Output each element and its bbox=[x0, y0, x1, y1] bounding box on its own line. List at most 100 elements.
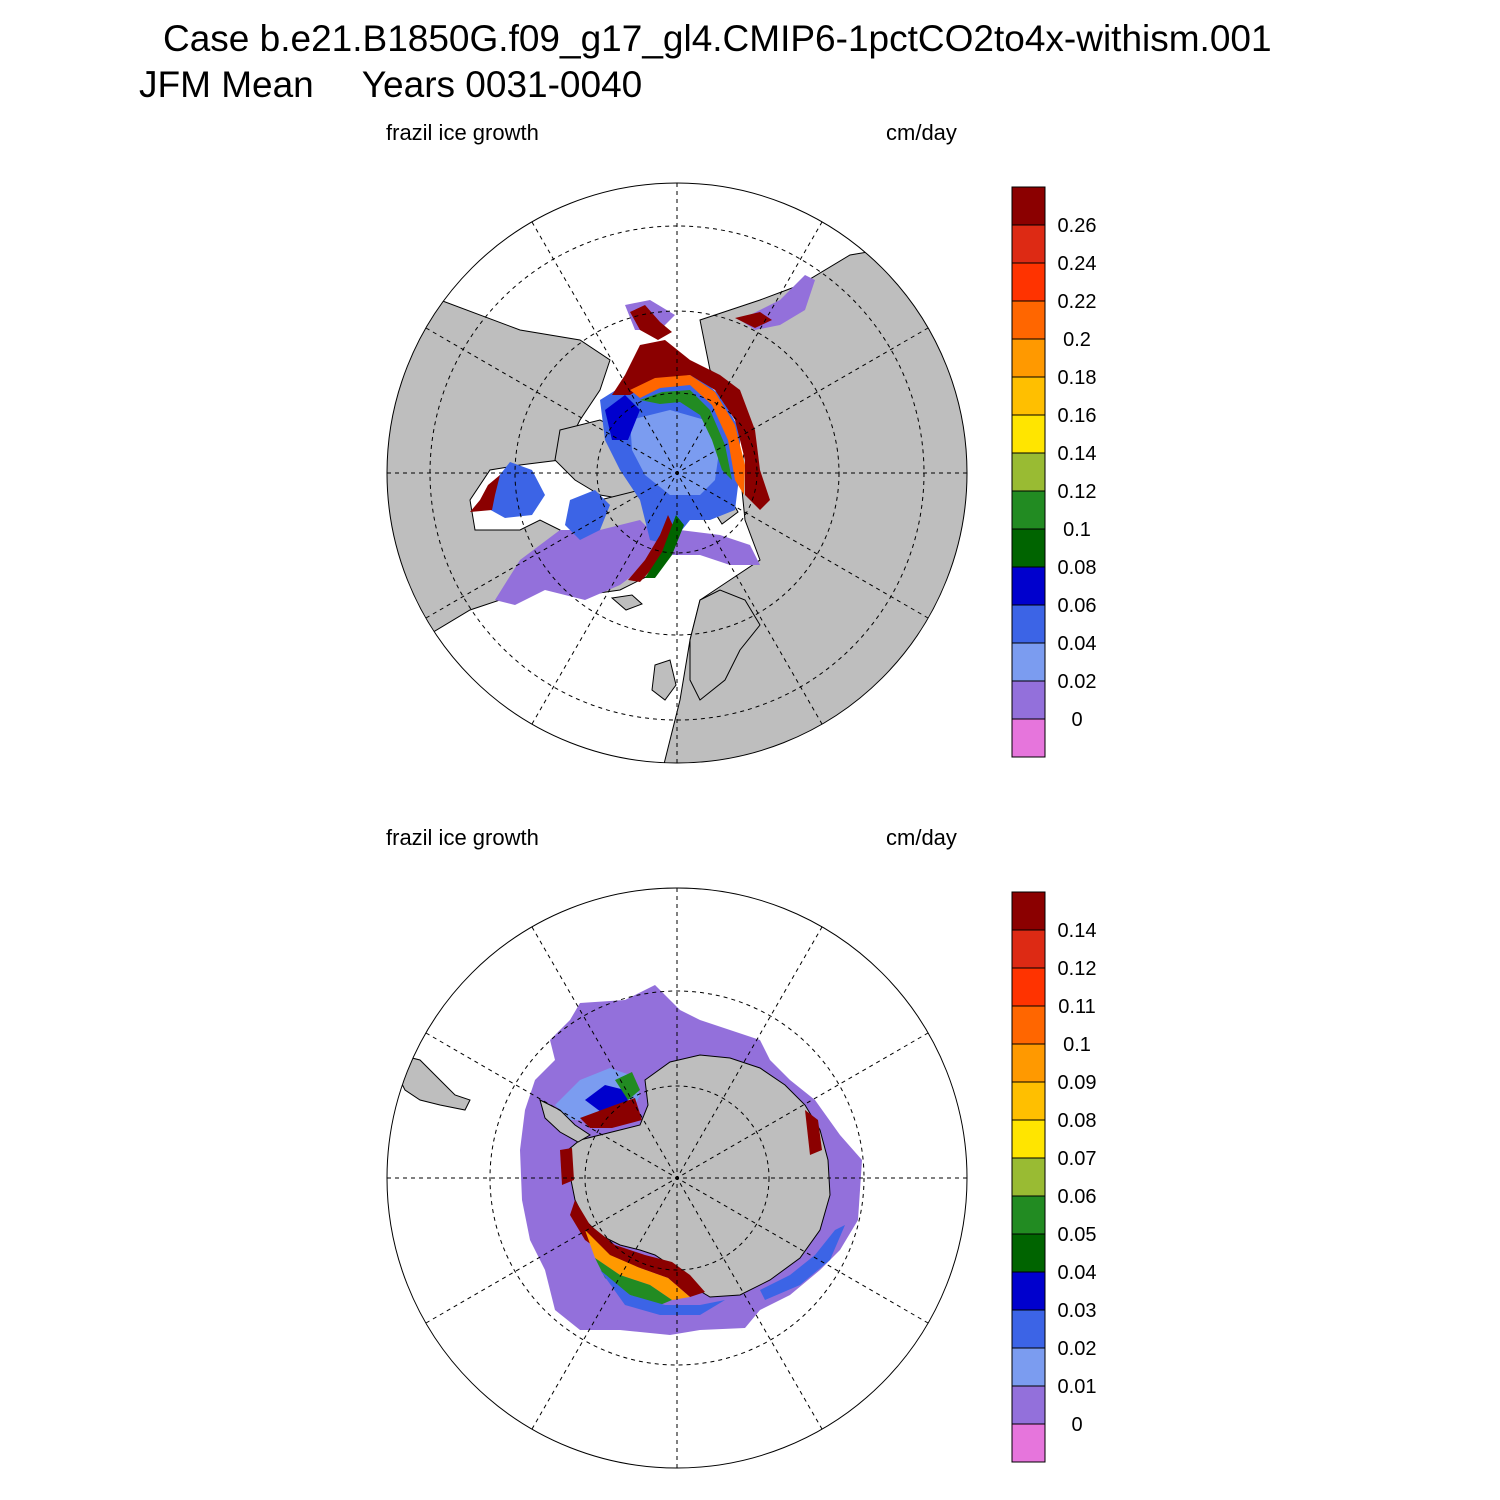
south-ice-ross-sea-green bbox=[595, 1258, 672, 1305]
south-colorbar-box-0 bbox=[1011, 891, 1046, 931]
south-ice-east-coast-rim bbox=[805, 1110, 822, 1155]
south-colorbar-box-11 bbox=[1011, 1309, 1046, 1349]
south-colorbar-tick-label: 0.02 bbox=[1058, 1338, 1097, 1360]
north-colorbar-box-2 bbox=[1011, 262, 1046, 302]
north-colorbar-box-10 bbox=[1011, 566, 1046, 606]
south-colorbar-tick-label: 0.14 bbox=[1058, 920, 1097, 942]
north-colorbar-tick-label: 0.04 bbox=[1058, 633, 1097, 655]
south-colorbar-box-9 bbox=[1011, 1233, 1046, 1273]
north-ice-siberian-shelf-green bbox=[640, 390, 732, 480]
south-colorbar-box-14 bbox=[1011, 1423, 1046, 1463]
north-colorbar-box-12 bbox=[1011, 642, 1046, 682]
north-ice-siberian-shelf-rim bbox=[612, 340, 770, 510]
south-colorbar-box-10 bbox=[1011, 1271, 1046, 1311]
south-ice-ross-sea-orange bbox=[585, 1230, 690, 1300]
south-colorbar-tick-label: 0.06 bbox=[1058, 1186, 1097, 1208]
north-colorbar-box-1 bbox=[1011, 224, 1046, 264]
south-colorbar-tick-label: 0.03 bbox=[1058, 1300, 1097, 1322]
north-colorbar-tick-label: 0.12 bbox=[1058, 481, 1097, 503]
south-colorbar-box-8 bbox=[1011, 1195, 1046, 1235]
south-colorbar-tick-label: 0.12 bbox=[1058, 958, 1097, 980]
south-panel-variable-label: frazil ice growth bbox=[386, 825, 539, 850]
south-colorbar-tick-label: 0.01 bbox=[1058, 1376, 1097, 1398]
south-panel-units-label: cm/day bbox=[886, 825, 957, 850]
south-colorbar-box-13 bbox=[1011, 1385, 1046, 1425]
south-colorbar-tick-label: 0.07 bbox=[1058, 1148, 1097, 1170]
north-colorbar-tick-label: 0.02 bbox=[1058, 671, 1097, 693]
north-colorbar-tick-label: 0.16 bbox=[1058, 405, 1097, 427]
south-colorbar-tick-label: 0.04 bbox=[1058, 1262, 1097, 1284]
north-colorbar-box-4 bbox=[1011, 338, 1046, 378]
season-label: JFM Mean bbox=[139, 64, 314, 105]
south-map-frame bbox=[386, 887, 968, 1469]
south-ice-bellingshausen bbox=[560, 1148, 574, 1185]
north-colorbar-box-8 bbox=[1011, 490, 1046, 530]
figure-title-case: Case b.e21.B1850G.f09_g17_gl4.CMIP6-1pct… bbox=[163, 18, 1272, 59]
north-colorbar-tick-label: 0.18 bbox=[1058, 367, 1097, 389]
south-land-south-america bbox=[394, 1054, 471, 1111]
north-colorbar-tick-label: 0.24 bbox=[1058, 253, 1097, 275]
south-colorbar-box-4 bbox=[1011, 1043, 1046, 1083]
north-colorbar-box-6 bbox=[1011, 414, 1046, 454]
south-land-antarctic-peninsula bbox=[539, 1099, 591, 1143]
north-colorbar: 0.26 0.24 0.22 0.2 0.18 0.16 0.14 0.12 0.1 0.08 0.… bbox=[1011, 186, 1097, 758]
south-ice-east-coast-band bbox=[760, 1225, 845, 1300]
north-ice-hudson-bay-rim bbox=[470, 475, 500, 512]
south-colorbar-tick-label: 0.08 bbox=[1058, 1110, 1097, 1132]
north-panel-units-label: cm/day bbox=[886, 120, 957, 145]
north-ice-greenland-east-green bbox=[645, 515, 684, 578]
north-ice-bering-rim bbox=[630, 305, 672, 340]
north-land-british-isles bbox=[651, 659, 677, 701]
north-colorbar-tick-label: 0.08 bbox=[1058, 557, 1097, 579]
north-colorbar-tick-label: 0.22 bbox=[1058, 291, 1097, 313]
north-colorbar-box-5 bbox=[1011, 376, 1046, 416]
north-ice-band-0-02 bbox=[495, 520, 760, 605]
north-colorbar-box-3 bbox=[1011, 300, 1046, 340]
north-land-north-america bbox=[387, 299, 611, 661]
north-colorbar-box-0 bbox=[1011, 186, 1046, 226]
north-land-scandinavia bbox=[689, 589, 761, 701]
north-panel-variable-label: frazil ice growth bbox=[386, 120, 539, 145]
south-colorbar-box-1 bbox=[1011, 929, 1046, 969]
north-ice-greenland-east-rim bbox=[628, 515, 675, 582]
north-colorbar-tick-label: 0.14 bbox=[1058, 443, 1097, 465]
north-ice-okhotsk-rim bbox=[735, 312, 772, 328]
south-colorbar-box-12 bbox=[1011, 1347, 1046, 1387]
north-ice-baffin-bay bbox=[565, 490, 610, 540]
north-polar-map bbox=[386, 182, 968, 764]
north-colorbar-box-14 bbox=[1011, 718, 1046, 758]
north-ice-arctic-deep bbox=[605, 395, 640, 440]
south-graticule bbox=[387, 888, 967, 1468]
north-colorbar-box-13 bbox=[1011, 680, 1046, 720]
south-ice-ross-sea-blue bbox=[600, 1270, 725, 1315]
south-ice-weddell-green bbox=[615, 1072, 640, 1100]
south-colorbar-tick-label: 0.09 bbox=[1058, 1072, 1097, 1094]
south-colorbar-tick-label: 0 bbox=[1071, 1414, 1082, 1436]
north-colorbar-tick-label: 0.2 bbox=[1063, 329, 1091, 351]
north-map-frame bbox=[386, 182, 968, 764]
north-colorbar-tick-label: 0.06 bbox=[1058, 595, 1097, 617]
figure-title-period: JFM Mean Years 0031-0040 bbox=[139, 64, 642, 106]
north-land-iceland bbox=[610, 594, 643, 611]
north-colorbar-tick-label: 0.26 bbox=[1058, 215, 1097, 237]
south-colorbar-box-7 bbox=[1011, 1157, 1046, 1197]
years-label: Years 0031-0040 bbox=[361, 64, 643, 105]
south-colorbar-box-5 bbox=[1011, 1081, 1046, 1121]
south-ice-weddell-rim bbox=[580, 1098, 642, 1128]
south-colorbar-tick-label: 0.05 bbox=[1058, 1224, 1097, 1246]
north-graticule bbox=[387, 183, 967, 763]
south-colorbar-box-6 bbox=[1011, 1119, 1046, 1159]
south-ice-ross-sea-rim bbox=[570, 1200, 705, 1297]
north-colorbar-box-9 bbox=[1011, 528, 1046, 568]
south-colorbar-tick-label: 0.1 bbox=[1063, 1034, 1091, 1056]
south-colorbar-box-2 bbox=[1011, 967, 1046, 1007]
south-colorbar-box-3 bbox=[1011, 1005, 1046, 1045]
north-colorbar-tick-label: 0 bbox=[1071, 709, 1082, 731]
north-colorbar-tick-label: 0.1 bbox=[1063, 519, 1091, 541]
north-colorbar-box-11 bbox=[1011, 604, 1046, 644]
south-colorbar: 0.14 0.12 0.11 0.1 0.09 0.08 0.07 0.06 0.05 0.04 0… bbox=[1011, 891, 1097, 1463]
south-polar-map bbox=[386, 887, 968, 1469]
north-colorbar-box-7 bbox=[1011, 452, 1046, 492]
south-colorbar-tick-label: 0.11 bbox=[1058, 996, 1095, 1018]
